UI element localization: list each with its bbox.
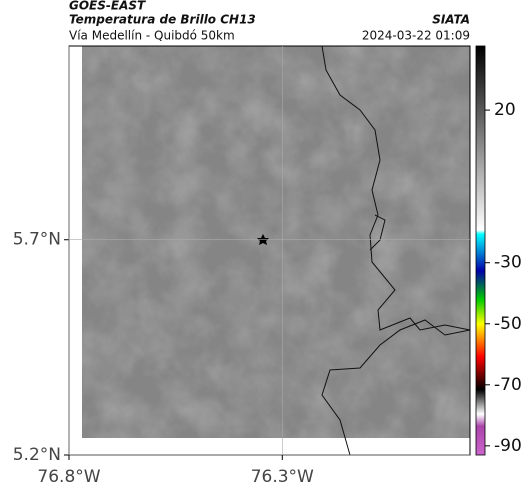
y-tick-label: 5.7°N: [13, 230, 61, 250]
colorbar-tick-label: -70: [494, 375, 522, 395]
border: [369, 214, 386, 251]
satellite-texture: [82, 46, 470, 438]
colorbar: [475, 45, 486, 456]
colorbar-tick-label: -90: [494, 436, 522, 456]
title: Temperatura de Brillo CH13: [69, 13, 256, 27]
border: [321, 46, 470, 331]
x-tick-label: 76.3°W: [251, 467, 314, 487]
org: SIATA: [432, 13, 470, 27]
border: [321, 319, 470, 455]
colorbar-tick-label: -30: [494, 253, 522, 273]
subtitle: Vía Medellín - Quibdó 50km: [69, 29, 235, 43]
source: GOES-EAST: [69, 0, 146, 13]
x-tick-label: 76.8°W: [37, 467, 100, 487]
colorbar-tick-label: 20: [494, 100, 516, 120]
colorbar-tick-label: -50: [494, 314, 522, 334]
datetime: 2024-03-22 01:09: [362, 29, 470, 43]
y-tick-label: 5.2°N: [13, 445, 61, 465]
map-image: [82, 46, 470, 455]
